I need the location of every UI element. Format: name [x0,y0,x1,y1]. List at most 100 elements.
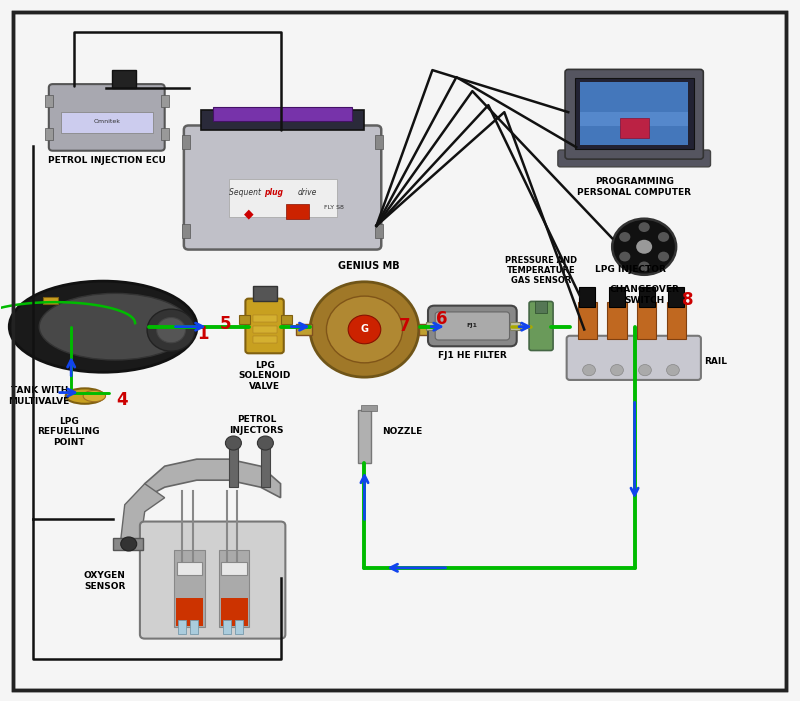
Ellipse shape [39,293,191,360]
Ellipse shape [83,390,106,402]
Circle shape [121,537,137,551]
Bar [239,315,250,324]
Bar [296,324,312,335]
Bar [620,118,649,138]
Bar [666,302,686,339]
Bar [223,620,231,634]
Text: Sequent: Sequent [230,189,264,197]
Bar [229,179,337,217]
Bar [286,204,309,219]
Circle shape [147,309,195,351]
Bar [61,112,153,133]
Bar [375,224,383,238]
Bar [161,128,169,140]
Text: ◆: ◆ [244,207,254,220]
Polygon shape [121,484,165,540]
Circle shape [638,222,650,232]
Bar [281,315,292,324]
Circle shape [666,365,679,376]
Text: Omnitek: Omnitek [94,118,120,124]
Bar [609,287,625,307]
Text: LPG INJECTOR: LPG INJECTOR [595,265,666,274]
Bar [638,287,654,307]
Bar [580,82,688,145]
Text: plug: plug [264,189,282,197]
Bar [637,302,656,339]
Bar [113,538,143,550]
Circle shape [658,252,669,261]
Bar [668,287,684,307]
Bar [174,550,205,627]
FancyBboxPatch shape [184,125,382,250]
Circle shape [258,436,274,450]
Text: FJ1: FJ1 [467,323,478,329]
Polygon shape [145,459,281,498]
Text: 7: 7 [398,317,410,335]
Bar [43,297,58,304]
Bar [574,78,694,149]
Circle shape [348,315,381,343]
FancyBboxPatch shape [140,522,286,639]
Circle shape [612,219,676,275]
Bar [201,110,365,130]
Circle shape [310,282,419,377]
Circle shape [610,365,623,376]
Text: 5: 5 [219,315,231,332]
Bar [45,128,53,140]
Circle shape [157,318,186,343]
Bar [510,322,520,330]
Text: GENIUS MB: GENIUS MB [338,261,399,271]
Text: CHANGEOVER
SWITCH: CHANGEOVER SWITCH [610,285,679,305]
Text: FJ1 HE FILTER: FJ1 HE FILTER [438,351,506,360]
Text: TANK WITH
MULTIVALVE: TANK WITH MULTIVALVE [9,386,70,406]
Bar [534,301,547,313]
Bar [112,70,136,88]
Ellipse shape [66,388,104,404]
Bar [178,620,186,634]
Text: drive: drive [298,189,317,197]
Text: NOZZLE: NOZZLE [382,427,422,435]
Bar [176,598,203,626]
Text: RAIL: RAIL [704,358,727,366]
FancyBboxPatch shape [435,312,510,340]
Circle shape [638,261,650,271]
FancyBboxPatch shape [565,69,703,159]
Bar [182,135,190,149]
Circle shape [638,365,651,376]
Text: PRESSURE AND
TEMPERATURE
GAS SENSOR: PRESSURE AND TEMPERATURE GAS SENSOR [505,255,577,285]
Circle shape [619,252,630,261]
Bar [229,445,238,487]
FancyBboxPatch shape [529,301,553,350]
Bar [213,107,353,121]
Circle shape [582,365,595,376]
Text: 8: 8 [682,291,694,309]
FancyBboxPatch shape [566,336,701,380]
Bar [607,302,626,339]
Text: LPG
SOLENOID
VALVE: LPG SOLENOID VALVE [238,361,290,391]
Bar [253,326,277,333]
Bar [578,302,597,339]
Ellipse shape [10,281,197,372]
Circle shape [658,232,669,242]
Bar [235,620,243,634]
Text: 6: 6 [436,310,448,328]
Bar [579,287,595,307]
Bar [375,135,383,149]
Bar [580,112,688,126]
Bar [362,405,378,411]
Text: PROGRAMMING
PERSONAL COMPUTER: PROGRAMMING PERSONAL COMPUTER [577,177,691,197]
FancyBboxPatch shape [558,150,710,167]
Text: 4: 4 [117,390,128,409]
Bar [358,410,371,463]
FancyBboxPatch shape [246,299,284,353]
Bar [253,315,277,322]
Bar [261,445,270,487]
Circle shape [619,232,630,242]
Bar [253,336,277,343]
Text: PETROL
INJECTORS: PETROL INJECTORS [230,415,284,435]
Bar [253,286,277,301]
Bar [161,95,169,107]
Circle shape [326,296,402,363]
Bar [426,322,436,330]
Bar [177,562,202,575]
